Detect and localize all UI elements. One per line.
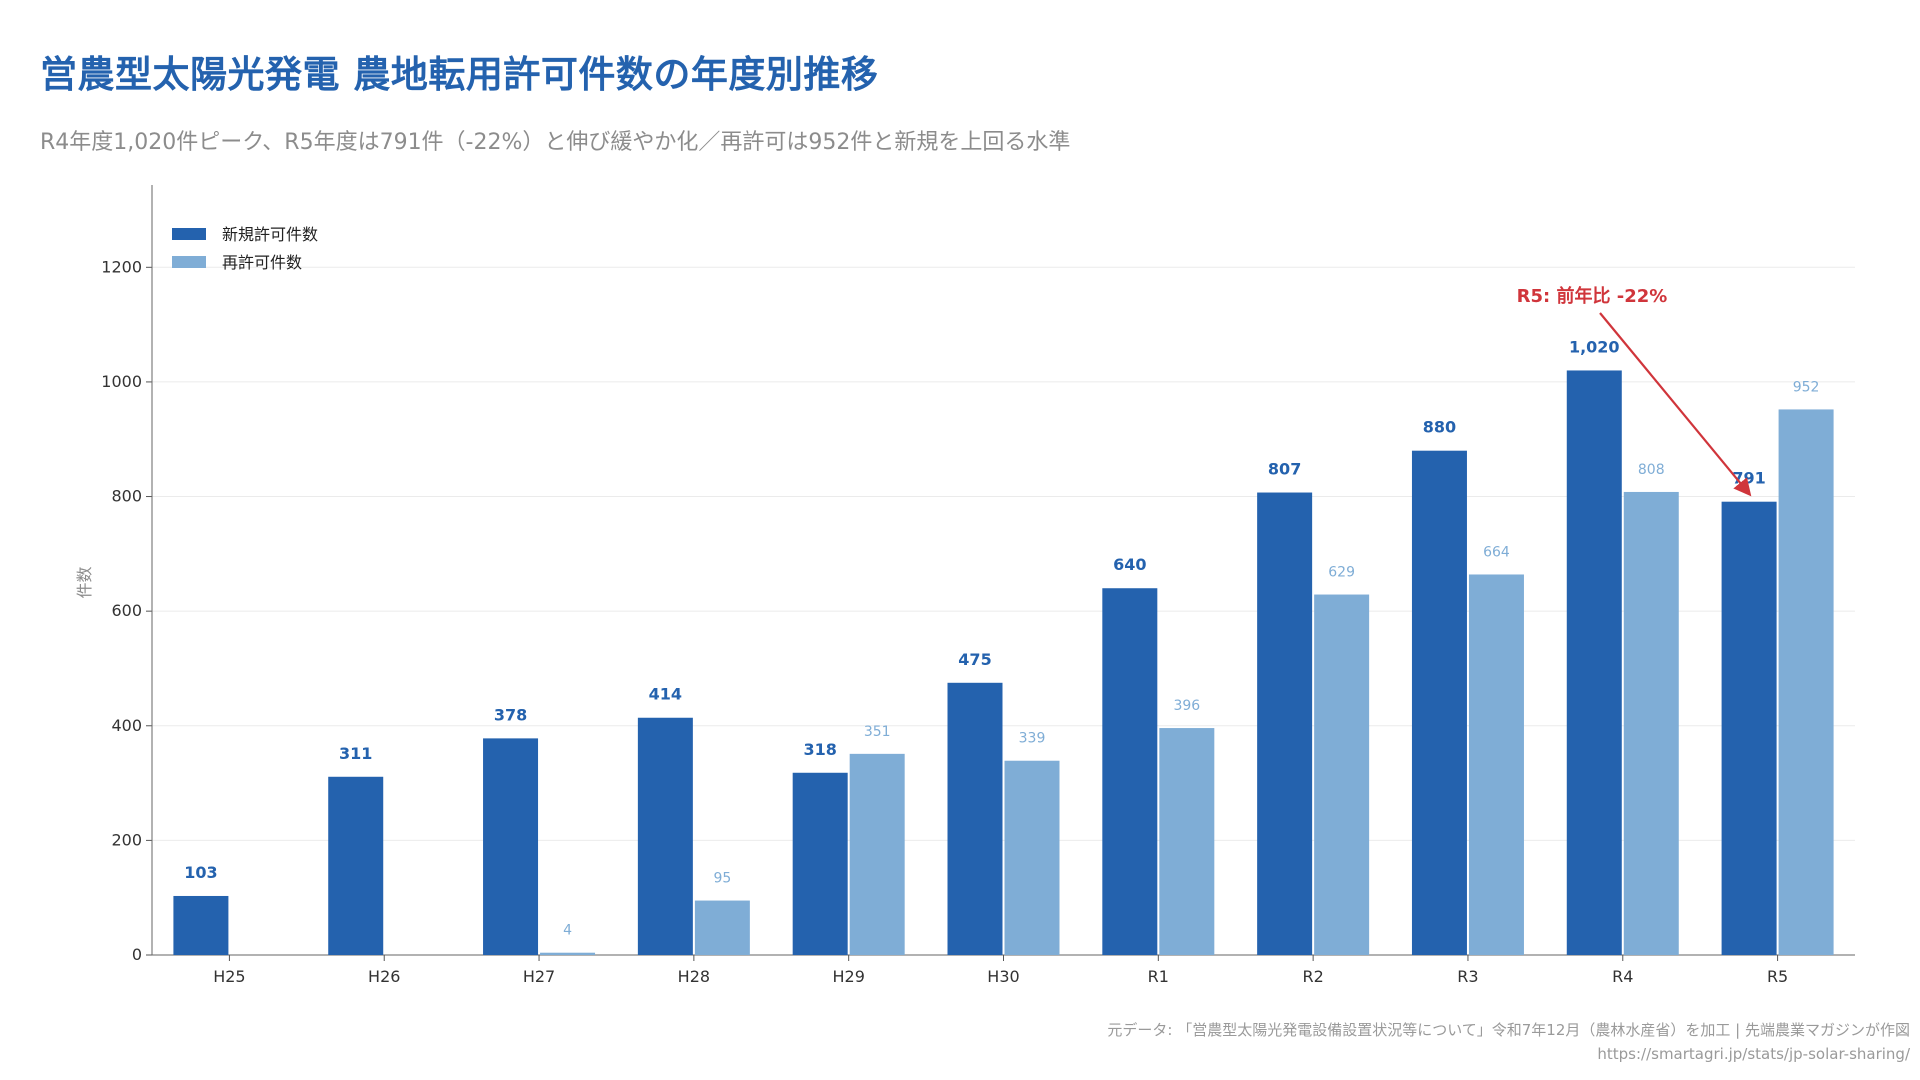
data-label-re-permits: 339: [1019, 731, 1046, 747]
bar-new-permits: [1411, 450, 1467, 955]
x-tick-label: R2: [1302, 967, 1323, 986]
y-tick-label: 200: [111, 830, 142, 849]
data-label-new-permits: 103: [184, 863, 217, 882]
data-label-re-permits: 95: [713, 871, 731, 887]
x-tick-label: H26: [368, 967, 400, 986]
y-tick-label: 600: [111, 601, 142, 620]
chart-title: 営農型太陽光発電 農地転用許可件数の年度別推移: [40, 53, 879, 96]
bar-re-permits: [1314, 594, 1370, 955]
x-tick-label: H29: [832, 967, 864, 986]
bar-re-permits: [849, 753, 905, 955]
legend-label: 新規許可件数: [222, 225, 318, 244]
y-tick-label: 1200: [101, 257, 142, 276]
source-note: 元データ: 「営農型太陽光発電設備設置状況等について」令和7年12月（農林水産省…: [1107, 1021, 1910, 1039]
x-tick-label: H30: [987, 967, 1019, 986]
x-tick-label: H25: [213, 967, 245, 986]
data-label-new-permits: 414: [649, 685, 682, 704]
x-tick-label: R3: [1457, 967, 1478, 986]
bar-re-permits: [1159, 728, 1215, 955]
bar-new-permits: [173, 895, 229, 955]
bar-new-permits: [1721, 501, 1777, 955]
bar-re-permits: [1778, 409, 1834, 955]
legend-swatch: [172, 228, 206, 240]
data-label-new-permits: 1,020: [1569, 337, 1620, 356]
bar-new-permits: [483, 738, 539, 955]
source-url: https://smartagri.jp/stats/jp-solar-shar…: [1597, 1045, 1910, 1063]
x-tick-label: H27: [523, 967, 555, 986]
data-label-re-permits: 4: [563, 923, 572, 939]
bar-new-permits: [792, 772, 848, 955]
legend-swatch: [172, 256, 206, 268]
bar-new-permits: [637, 717, 693, 955]
bar-re-permits: [540, 952, 596, 955]
x-tick-label: R5: [1767, 967, 1788, 986]
chart-subtitle: R4年度1,020件ピーク、R5年度は791件（-22%）と伸び緩やか化／再許可…: [40, 130, 1071, 155]
data-label-new-permits: 475: [958, 650, 991, 669]
x-tick-label: R1: [1148, 967, 1169, 986]
bar-new-permits: [1102, 588, 1158, 955]
y-tick-label: 400: [111, 716, 142, 735]
data-label-re-permits: 629: [1328, 565, 1355, 581]
annotation-arrow: [1599, 312, 1752, 497]
bar-re-permits: [694, 900, 750, 955]
bar-new-permits: [328, 776, 384, 955]
data-label-re-permits: 351: [864, 724, 891, 740]
data-label-re-permits: 952: [1793, 379, 1820, 395]
data-label-re-permits: 808: [1638, 462, 1665, 478]
data-label-new-permits: 807: [1268, 460, 1301, 479]
y-tick-label: 1000: [101, 372, 142, 391]
data-label-new-permits: 640: [1113, 555, 1146, 574]
data-label-new-permits: 311: [339, 744, 372, 763]
legend-label: 再許可件数: [222, 253, 302, 272]
data-label-new-permits: 880: [1423, 418, 1456, 437]
bar-re-permits: [1468, 574, 1524, 955]
x-tick-label: R4: [1612, 967, 1633, 986]
y-tick-label: 800: [111, 487, 142, 506]
x-tick-label: H28: [678, 967, 710, 986]
bar-new-permits: [1566, 370, 1622, 955]
data-label-new-permits: 318: [803, 740, 836, 759]
data-label-re-permits: 664: [1483, 544, 1510, 560]
y-axis-title: 件数: [75, 566, 94, 598]
data-label-re-permits: 396: [1173, 698, 1200, 714]
bar-new-permits: [947, 682, 1003, 955]
bar-chart: 0 200 400 600 800 1000 1200 件数 H25 103 H26 311 H27 37…: [75, 185, 1855, 986]
bar-new-permits: [1257, 492, 1313, 955]
annotation-label: R5: 前年比 -22%: [1517, 285, 1668, 307]
y-tick-label: 0: [132, 945, 142, 964]
bar-re-permits: [1623, 491, 1679, 955]
bar-re-permits: [1004, 760, 1060, 955]
data-label-new-permits: 378: [494, 705, 527, 724]
